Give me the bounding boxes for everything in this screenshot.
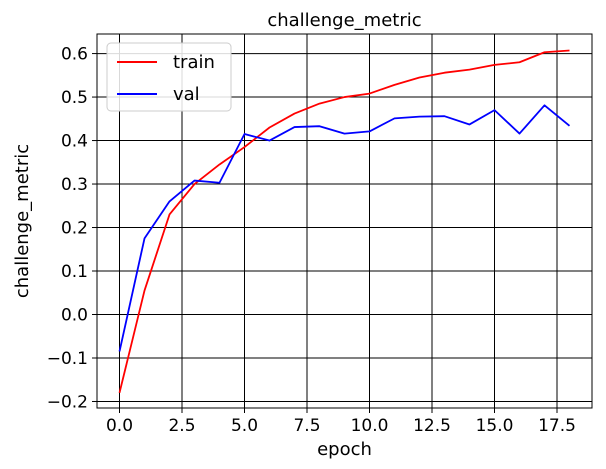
x-tick-label: 0.0 <box>106 416 133 436</box>
y-tick-label: 0.3 <box>61 175 88 195</box>
y-tick-label: −0.2 <box>47 392 88 412</box>
legend: train val <box>106 42 232 112</box>
plot-frame <box>96 33 593 409</box>
x-tick-label: 12.5 <box>413 416 451 436</box>
y-tick-label: −0.1 <box>47 349 88 369</box>
x-axis-ticks: 0.0 2.5 5.0 7.5 10.0 12.5 15.0 17.5 <box>106 408 576 436</box>
series-line-val <box>118 104 571 352</box>
legend-label-train: train <box>173 52 215 73</box>
y-axis-ticks: −0.2 −0.1 0.0 0.1 0.2 0.3 0.4 0.5 0.6 <box>47 45 97 412</box>
y-tick-label: 0.4 <box>61 132 88 152</box>
legend-label-val: val <box>173 84 200 105</box>
y-tick-label: 0.5 <box>61 88 88 108</box>
x-tick-label: 10.0 <box>351 416 389 436</box>
x-tick-label: 5.0 <box>231 416 258 436</box>
chart-title: challenge_metric <box>267 10 421 31</box>
x-tick-label: 17.5 <box>538 416 576 436</box>
series-line-train <box>118 49 570 393</box>
grid <box>97 34 592 408</box>
y-axis-label: challenge_metric <box>12 144 33 298</box>
x-tick-label: 15.0 <box>476 416 514 436</box>
y-tick-label: 0.1 <box>61 262 88 282</box>
y-tick-label: 0.6 <box>61 45 88 65</box>
series-lines <box>118 49 571 393</box>
x-tick-label: 2.5 <box>168 416 195 436</box>
x-tick-label: 7.5 <box>293 416 320 436</box>
x-axis-label: epoch <box>317 439 372 460</box>
y-tick-label: 0.0 <box>61 306 88 326</box>
y-tick-label: 0.2 <box>61 219 88 239</box>
